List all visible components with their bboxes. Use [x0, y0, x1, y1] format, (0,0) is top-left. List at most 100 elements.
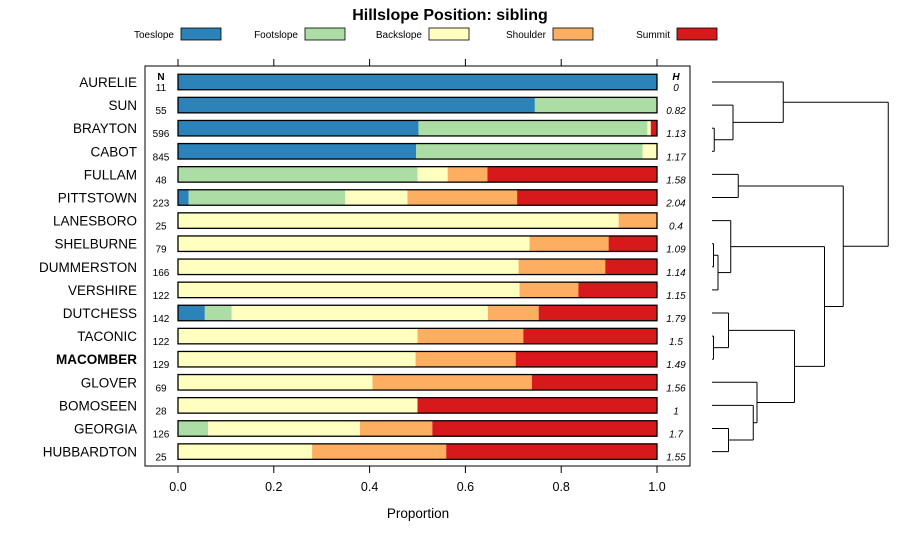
bar-segment-shoulder — [529, 235, 609, 252]
bar-segment-summit — [517, 189, 657, 206]
bar-outline — [177, 96, 658, 114]
bar-outline — [177, 189, 658, 206]
bar-segment-summit — [523, 328, 657, 344]
h-value: 1.58 — [666, 175, 686, 186]
category-label: TACONIC — [77, 329, 137, 344]
bar-outline — [177, 119, 658, 137]
bar-segment-backslope — [178, 235, 530, 252]
x-tick-label: 0.6 — [457, 480, 474, 494]
bar-segment-summit — [578, 282, 657, 298]
bar-outline — [177, 327, 658, 345]
x-axis: 0.0 0.2 0.4 0.6 0.8 1.0 — [169, 466, 666, 494]
bar-segment-footslope — [534, 97, 657, 113]
bar-segment-shoulder — [312, 443, 447, 460]
bar-segment-footslope — [178, 166, 418, 183]
n-value: 223 — [153, 199, 170, 210]
bar-segment-backslope — [231, 305, 488, 321]
legend-label-backslope: Backslope — [376, 30, 423, 41]
bar-segment-backslope — [178, 351, 416, 367]
h-value: 1.55 — [666, 453, 686, 464]
h-value: 1.17 — [666, 152, 686, 163]
bar-segment-backslope — [345, 189, 408, 206]
h-value: 1.49 — [666, 360, 686, 371]
bar-segment-backslope — [417, 166, 448, 183]
bar-segment-backslope — [208, 420, 361, 437]
n-value: 122 — [153, 291, 170, 302]
bar-segment-summit — [432, 420, 657, 437]
h-value: 1.14 — [666, 268, 686, 279]
bar-segment-shoulder — [519, 282, 579, 298]
n-value: 129 — [153, 360, 170, 371]
legend-label-toeslope: Toeslope — [134, 30, 174, 41]
row-hubbardton: HUBBARDTON 25 1.55 — [43, 443, 686, 464]
row-macomber: MACOMBER 129 1.49 — [56, 350, 686, 371]
legend-swatch-summit — [676, 27, 718, 41]
category-label: DUMMERSTON — [39, 260, 137, 275]
bar-segment-toeslope — [178, 120, 419, 136]
bar-segment-toeslope — [178, 143, 417, 160]
h-value: 0 — [673, 83, 679, 94]
bar-segment-backslope — [178, 443, 313, 460]
bar-segment-toeslope — [178, 189, 189, 206]
bar-segment-shoulder — [618, 212, 657, 229]
row-sun: SUN 55 0.82 — [108, 96, 686, 117]
n-value: 69 — [155, 383, 167, 394]
n-value: 142 — [153, 314, 170, 325]
category-label: CABOT — [90, 144, 137, 159]
bar-segment-footslope — [418, 120, 648, 136]
legend: Toeslope Footslope Backslope Shoulder Summit — [134, 27, 718, 41]
category-label: PITTSTOWN — [58, 191, 137, 206]
row-glover: GLOVER 69 1.56 — [81, 373, 686, 394]
bar-segment-shoulder — [360, 420, 433, 437]
category-label: BRAYTON — [73, 121, 137, 136]
bar-segment-backslope — [178, 328, 418, 344]
h-value: 1.15 — [666, 291, 686, 302]
x-tick-label: 0.2 — [265, 480, 282, 494]
bar-outline — [177, 212, 658, 230]
n-value: 79 — [155, 245, 167, 256]
x-tick-label: 0.0 — [169, 480, 186, 494]
bar-outline — [177, 142, 658, 160]
category-label: VERSHIRE — [68, 283, 137, 298]
n-value: 25 — [155, 453, 167, 464]
bar-outline — [177, 373, 658, 391]
bar-segment-summit — [605, 259, 657, 275]
n-value: 28 — [155, 406, 167, 417]
h-value: 1.56 — [666, 383, 686, 394]
category-label: GEORGIA — [74, 422, 137, 437]
bar-segment-backslope — [178, 212, 619, 229]
bar-outline — [177, 420, 658, 437]
bar-segment-backslope — [642, 143, 657, 160]
h-header: H — [672, 72, 680, 83]
bar-segment-summit — [650, 120, 657, 136]
bar-segment-summit — [417, 397, 657, 414]
n-value: 845 — [153, 152, 170, 163]
category-label: LANESBORO — [53, 214, 137, 229]
x-tick-label: 0.8 — [553, 480, 570, 494]
n-value: 122 — [153, 337, 170, 348]
category-label: GLOVER — [81, 375, 138, 390]
bar-segment-shoulder — [518, 259, 606, 275]
category-label: MACOMBER — [56, 352, 137, 367]
bar-outline — [177, 258, 658, 276]
bar-segment-backslope — [647, 120, 651, 136]
bar-segment-backslope — [178, 374, 373, 391]
bar-outline — [177, 281, 658, 299]
bar-outline — [177, 396, 658, 414]
h-value: 0.4 — [669, 222, 683, 233]
n-value: 48 — [155, 175, 167, 186]
bar-segment-toeslope — [178, 74, 657, 90]
row-pittstown: PITTSTOWN 223 2.04 — [58, 189, 686, 210]
row-dummerston: DUMMERSTON 166 1.14 — [39, 258, 686, 279]
bar-segment-shoulder — [407, 189, 518, 206]
bar-outline — [177, 165, 658, 183]
h-value: 1 — [673, 406, 679, 417]
x-tick-label: 1.0 — [648, 480, 665, 494]
plot-frame — [144, 65, 691, 467]
row-shelburne: SHELBURNE 79 1.09 — [54, 235, 686, 256]
bar-segment-summit — [515, 351, 657, 367]
row-georgia: GEORGIA 126 1.7 — [74, 420, 683, 441]
bar-segment-backslope — [178, 259, 519, 275]
chart-title: Hillslope Position: sibling — [352, 7, 548, 24]
bar-segment-summit — [538, 305, 657, 321]
